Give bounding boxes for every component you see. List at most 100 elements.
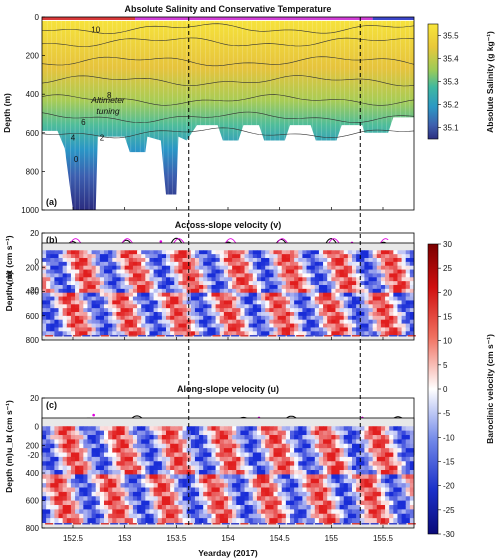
heatmap-cell [141, 483, 146, 488]
heatmap-cell [170, 509, 175, 515]
heatmap-cell [124, 300, 130, 305]
heatmap-cell [331, 452, 336, 458]
heatmap-cell [261, 461, 266, 467]
heatmap-cell [409, 496, 414, 502]
heatmap-cell [314, 478, 320, 484]
heatmap-cell [83, 304, 88, 309]
heatmap-cell [343, 319, 349, 325]
heatmap-cell [327, 435, 332, 440]
bottom-strip-mark [156, 523, 165, 525]
heatmap-cell [223, 288, 229, 294]
heatmap-cell [244, 470, 250, 475]
heatmap-cell [306, 265, 312, 271]
heatmap-cell [240, 261, 246, 267]
heatmap-cell [124, 443, 130, 449]
heatmap-cell [66, 257, 72, 263]
heatmap-cell [306, 500, 312, 506]
heatmap-cell [281, 483, 287, 488]
heatmap-cell [380, 513, 386, 519]
heatmap-cell [285, 500, 291, 506]
heatmap-cell [372, 487, 378, 493]
x-tick-label: 153.5 [166, 534, 187, 543]
heatmap-cell [256, 439, 262, 445]
heatmap-cell [277, 513, 283, 519]
heatmap-cell [62, 312, 68, 317]
heatmap-cell [58, 331, 64, 336]
contour-label: 0 [74, 155, 79, 164]
heatmap-cell [405, 288, 411, 294]
heatmap-cell [393, 505, 398, 510]
heatmap-cell [339, 261, 345, 267]
heatmap-cell [347, 296, 353, 301]
heatmap-cell [323, 284, 328, 290]
heatmap-cell [339, 300, 345, 305]
heatmap-cell [343, 430, 349, 436]
heatmap-cell [116, 292, 122, 298]
heatmap-cell [252, 288, 258, 294]
heatmap-cell [174, 439, 179, 445]
heatmap-cell [335, 277, 341, 282]
heatmap-cell [368, 470, 374, 475]
heatmap-cell [219, 483, 225, 488]
heatmap-cell [66, 509, 72, 515]
heatmap-cell [116, 483, 122, 488]
heatmap-cell [215, 323, 221, 328]
y-tick-label: 200 [26, 442, 40, 451]
heatmap-cell [335, 292, 341, 298]
heatmap-cell [364, 281, 370, 286]
heatmap-cell [112, 435, 117, 440]
heatmap-cell [401, 456, 407, 462]
heatmap-cell [285, 277, 291, 282]
heatmap-cell [75, 304, 80, 309]
heatmap-cell [385, 265, 390, 271]
heatmap-cell [327, 448, 332, 453]
heatmap-cell [298, 261, 303, 267]
heatmap-cell [199, 300, 204, 305]
heatmap-cell [405, 327, 411, 332]
heatmap-cell [376, 273, 382, 278]
heatmap-cell [42, 491, 47, 497]
heatmap-cell [265, 296, 270, 301]
heatmap-cell [294, 304, 299, 309]
heatmap-cell [331, 300, 336, 305]
heatmap-cell [46, 304, 51, 309]
heatmap-cell [145, 435, 150, 440]
heatmap-cell [376, 505, 382, 510]
heatmap-cell [161, 273, 167, 278]
heatmap-cell [203, 304, 208, 309]
heatmap-cell [153, 292, 159, 298]
heatmap-cell [50, 269, 55, 274]
heatmap-cell [232, 315, 237, 321]
heatmap-cell [273, 296, 279, 301]
heatmap-cell [385, 518, 390, 523]
heatmap-cell [364, 273, 370, 278]
heatmap-cell [356, 465, 361, 471]
heatmap-cell [161, 491, 167, 497]
heatmap-cell [290, 261, 295, 267]
heatmap-cell [116, 254, 122, 259]
heatmap-cell [385, 456, 390, 462]
heatmap-cell [236, 435, 241, 440]
heatmap-cell [190, 448, 196, 453]
heatmap-cell [352, 452, 357, 458]
heatmap-cell [223, 470, 229, 475]
heatmap-cell [298, 509, 303, 515]
heatmap-cell [207, 269, 212, 274]
heatmap-cell [170, 304, 175, 309]
heatmap-cell [215, 518, 221, 523]
heatmap-cell [194, 257, 200, 263]
heatmap-cell [290, 478, 295, 484]
heatmap-cell [91, 505, 97, 510]
heatmap-cell [318, 315, 324, 321]
heatmap-cell [306, 461, 312, 467]
heatmap-cell [91, 443, 97, 449]
heatmap-cell [62, 265, 68, 271]
heatmap-cell [116, 518, 122, 523]
heatmap-cell [397, 452, 403, 458]
heatmap-cell [302, 254, 308, 259]
heatmap-cell [132, 288, 138, 294]
heatmap-cell [285, 300, 291, 305]
heatmap-cell [145, 509, 150, 515]
heatmap-cell [174, 281, 179, 286]
